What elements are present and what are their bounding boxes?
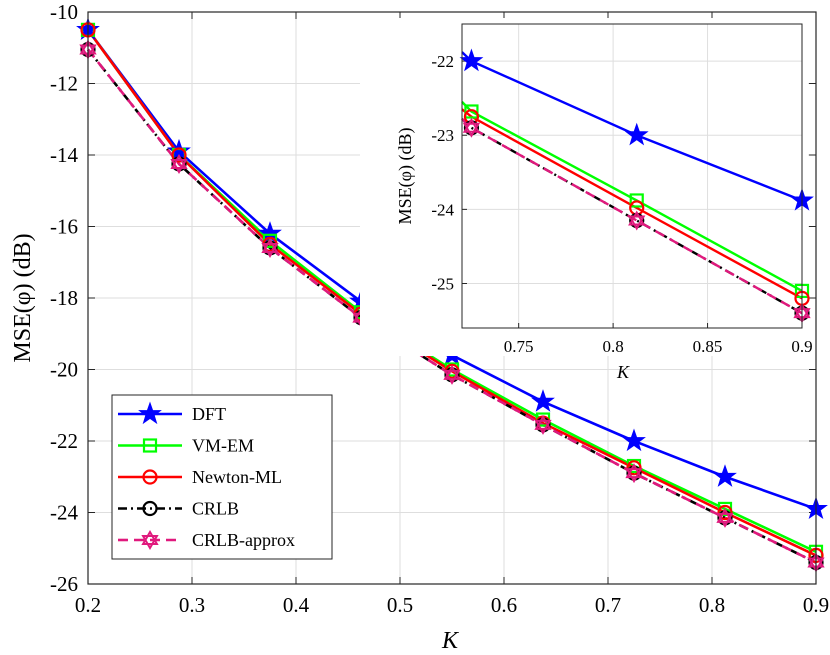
legend-label-crlb-approx: CRLB-approx — [192, 530, 295, 550]
marker-crlb-approx — [261, 237, 279, 258]
main-y-tick-label: -12 — [50, 72, 78, 96]
inset-marker-crlb-approx — [628, 210, 646, 231]
legend-label-newton-ml: Newton-ML — [192, 467, 282, 487]
legend-marker-vm-em — [142, 438, 158, 453]
main-y-tick-label: -14 — [50, 143, 78, 167]
inset-x-tick-label: 0.9 — [791, 337, 812, 356]
inset-y-tick-label: -22 — [431, 52, 454, 71]
inset-marker-vm-em — [629, 193, 644, 208]
inset-series-line-vm-em — [461, 101, 803, 292]
main-x-tick-label: 0.9 — [803, 593, 829, 617]
marker-dft — [531, 389, 555, 412]
inset-series-line-dft — [461, 51, 803, 202]
inset-plot: 0.75 0.8 0.85 0.9 -22 -23 -24 -25 K MSE(φ) (dB… — [360, 18, 814, 382]
inset-background — [360, 18, 808, 356]
marker-crlb-approx — [170, 153, 188, 174]
inset-plot-frame — [461, 23, 803, 329]
marker-crlb-approx — [716, 507, 734, 528]
main-y-tick-label: -26 — [50, 572, 78, 596]
inset-marker-dft — [624, 122, 649, 146]
inset-y-tick-label: -23 — [431, 126, 454, 145]
legend-marker-crlb — [142, 500, 158, 517]
main-x-tick-label: 0.5 — [387, 593, 413, 617]
inset-x-axis-label: K — [616, 362, 630, 382]
inset-marker-vm-em — [464, 104, 479, 119]
main-x-tick-label: 0.7 — [595, 593, 621, 617]
main-y-tick-label: -16 — [50, 215, 78, 239]
inset-y-tick-label: -25 — [431, 275, 454, 294]
main-y-tick-label: -18 — [50, 286, 78, 310]
legend-label-vm-em: VM-EM — [192, 436, 254, 456]
inset-x-tick-label: 0.85 — [693, 337, 723, 356]
main-x-tick-label: 0.3 — [179, 593, 205, 617]
legend-items: DFT VM-EM Newton-ML CRLB CRLB-approx — [118, 401, 295, 550]
inset-x-tick-label: 0.8 — [602, 337, 623, 356]
main-x-tick-label: 0.2 — [75, 593, 101, 617]
main-y-tick-label: -24 — [50, 501, 78, 525]
inset-x-tick-label: 0.75 — [504, 337, 534, 356]
legend-label-dft: DFT — [192, 404, 226, 424]
marker-newton-ml — [717, 504, 733, 521]
legend-label-crlb: CRLB — [192, 499, 239, 519]
marker-dft — [622, 428, 646, 452]
legend: DFT VM-EM Newton-ML CRLB CRLB-approx — [111, 394, 333, 560]
inset-marker-dft — [459, 48, 484, 72]
inset-y-tick-labels: -22 -23 -24 -25 — [431, 52, 454, 293]
marker-dft — [713, 464, 737, 487]
main-x-tick-labels: 0.2 0.3 0.4 0.5 0.6 0.7 0.8 0.9 — [75, 593, 829, 617]
main-x-tick-label: 0.8 — [699, 593, 725, 617]
legend-marker-newton-ml — [142, 469, 158, 485]
inset-y-tick-label: -24 — [431, 200, 454, 219]
marker-crlb-approx — [534, 414, 552, 435]
main-y-tick-label: -22 — [50, 429, 78, 453]
main-y-tick-labels: -10 -12 -14 -16 -18 -20 -22 -24 -26 — [50, 0, 78, 596]
legend-marker-dft — [138, 401, 162, 425]
main-x-axis-label: K — [441, 628, 460, 654]
marker-crlb-approx — [443, 364, 461, 385]
marker-newton-ml — [171, 147, 187, 163]
marker-crlb-approx — [625, 463, 643, 484]
inset-y-axis-label: MSE(φ) (dB) — [395, 128, 416, 225]
marker-newton-ml — [626, 460, 642, 476]
inset-x-tick-labels: 0.75 0.8 0.85 0.9 — [504, 337, 813, 356]
main-y-tick-label: -20 — [50, 358, 78, 382]
main-x-tick-label: 0.6 — [491, 593, 517, 617]
main-x-tick-label: 0.4 — [283, 593, 310, 617]
main-y-tick-label: -10 — [50, 0, 78, 24]
series-line-crlb — [86, 48, 817, 564]
legend-marker-crlb-approx — [141, 530, 159, 550]
main-plot-frame — [87, 11, 817, 585]
main-y-axis-label: MSE(φ) (dB) — [10, 233, 36, 362]
inset-marker-crlb-approx — [462, 117, 481, 138]
